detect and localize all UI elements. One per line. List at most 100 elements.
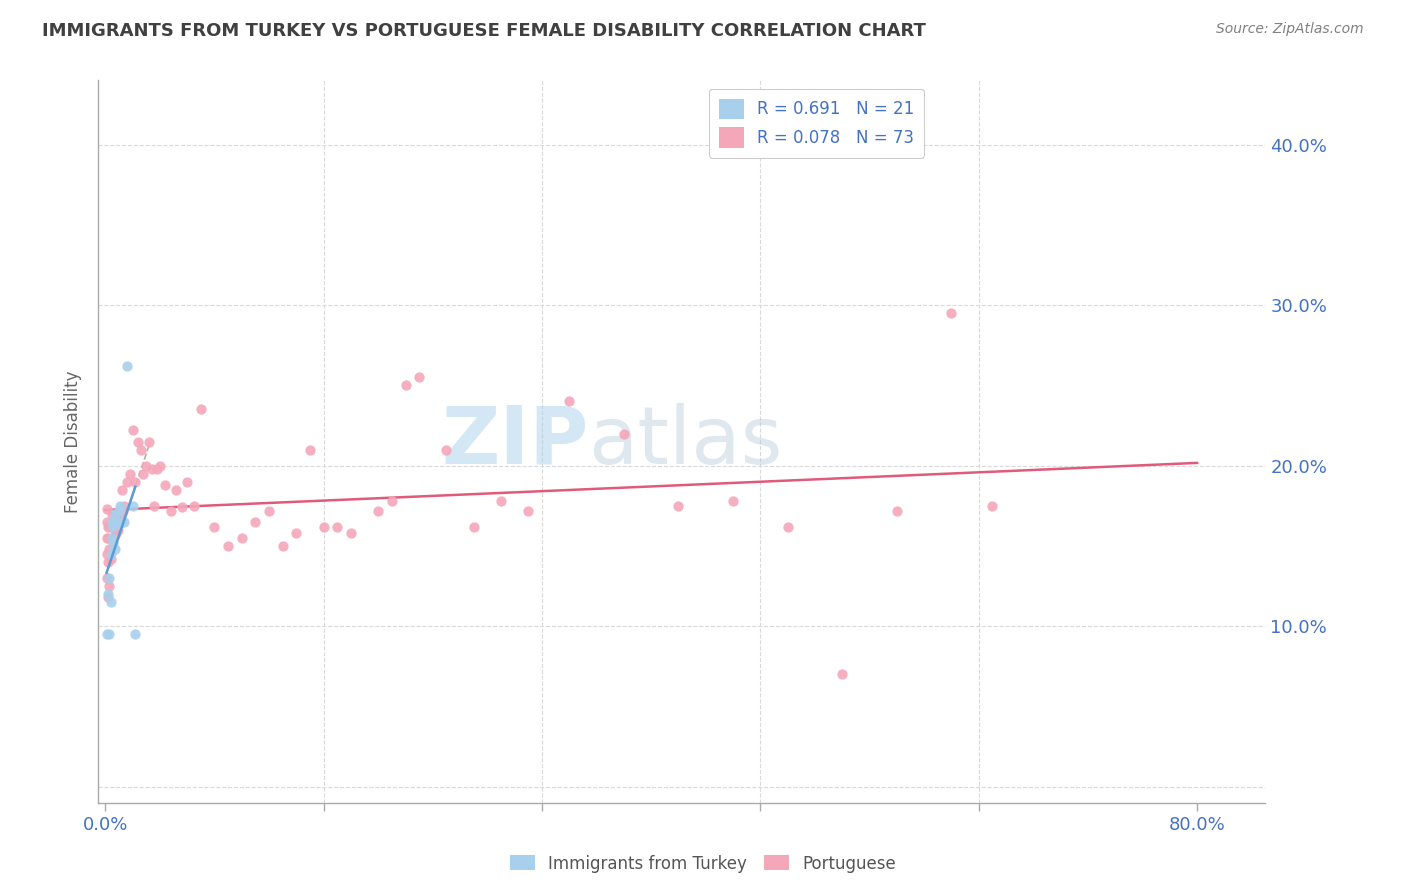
Point — [111, 483, 134, 497]
Point — [121, 423, 143, 437]
Point — [107, 523, 129, 537]
Point — [108, 503, 131, 517]
Point — [183, 499, 205, 513]
Point — [257, 503, 280, 517]
Point — [143, 499, 166, 513]
Point — [165, 483, 187, 497]
Point — [886, 503, 908, 517]
Point — [668, 499, 690, 513]
Point — [132, 467, 155, 481]
Point — [408, 370, 430, 384]
Point — [146, 462, 169, 476]
Point — [98, 627, 121, 641]
Point — [97, 587, 120, 601]
Point — [558, 394, 581, 409]
Point — [105, 526, 128, 541]
Point — [141, 462, 163, 476]
Point — [96, 502, 118, 516]
Point — [721, 494, 744, 508]
Point — [96, 547, 118, 561]
Point — [217, 539, 239, 553]
Point — [98, 571, 121, 585]
Point — [121, 499, 143, 513]
Point — [96, 531, 118, 545]
Point — [112, 515, 135, 529]
Y-axis label: Female Disability: Female Disability — [65, 370, 83, 513]
Point — [326, 519, 349, 533]
Point — [96, 627, 118, 641]
Point — [176, 475, 198, 489]
Point — [107, 515, 129, 529]
Point — [118, 467, 141, 481]
Point — [101, 531, 124, 545]
Point — [463, 519, 485, 533]
Point — [138, 434, 160, 449]
Point — [97, 555, 120, 569]
Text: atlas: atlas — [589, 402, 783, 481]
Point — [436, 442, 458, 457]
Point — [298, 442, 321, 457]
Point — [159, 503, 181, 517]
Point — [285, 526, 308, 541]
Point — [108, 507, 131, 521]
Point — [115, 359, 138, 373]
Point — [100, 547, 122, 561]
Point — [104, 527, 127, 541]
Point — [100, 551, 122, 566]
Point — [613, 426, 636, 441]
Point — [312, 519, 335, 533]
Point — [149, 458, 172, 473]
Point — [97, 519, 120, 533]
Legend: R = 0.691   N = 21, R = 0.078   N = 73: R = 0.691 N = 21, R = 0.078 N = 73 — [709, 88, 925, 158]
Point — [135, 458, 157, 473]
Point — [115, 475, 138, 489]
Point — [204, 519, 226, 533]
Point — [124, 475, 146, 489]
Point — [110, 511, 132, 525]
Point — [101, 515, 124, 529]
Point — [98, 518, 121, 533]
Point — [111, 515, 134, 529]
Point — [97, 531, 120, 545]
Point — [101, 531, 124, 545]
Point — [100, 519, 122, 533]
Point — [124, 627, 146, 641]
Point — [831, 667, 853, 681]
Point — [111, 503, 134, 517]
Point — [231, 531, 253, 545]
Point — [271, 539, 294, 553]
Point — [170, 500, 193, 515]
Point — [101, 507, 124, 521]
Point — [98, 542, 121, 557]
Point — [127, 434, 149, 449]
Point — [340, 526, 363, 541]
Point — [941, 306, 963, 320]
Point — [367, 503, 389, 517]
Point — [100, 595, 122, 609]
Point — [97, 591, 120, 605]
Point — [105, 515, 128, 529]
Legend: Immigrants from Turkey, Portuguese: Immigrants from Turkey, Portuguese — [503, 848, 903, 880]
Point — [129, 442, 152, 457]
Point — [103, 519, 125, 533]
Point — [98, 579, 121, 593]
Point — [245, 515, 267, 529]
Text: Source: ZipAtlas.com: Source: ZipAtlas.com — [1216, 22, 1364, 37]
Point — [103, 535, 125, 549]
Point — [190, 402, 212, 417]
Point — [110, 499, 132, 513]
Point — [776, 519, 799, 533]
Point — [489, 494, 512, 508]
Text: IMMIGRANTS FROM TURKEY VS PORTUGUESE FEMALE DISABILITY CORRELATION CHART: IMMIGRANTS FROM TURKEY VS PORTUGUESE FEM… — [42, 22, 927, 40]
Point — [96, 515, 118, 529]
Point — [155, 478, 177, 492]
Point — [96, 571, 118, 585]
Point — [981, 499, 1004, 513]
Point — [104, 542, 127, 557]
Point — [104, 507, 127, 521]
Point — [103, 519, 125, 533]
Point — [517, 503, 540, 517]
Point — [381, 494, 404, 508]
Point — [394, 378, 416, 392]
Point — [112, 499, 135, 513]
